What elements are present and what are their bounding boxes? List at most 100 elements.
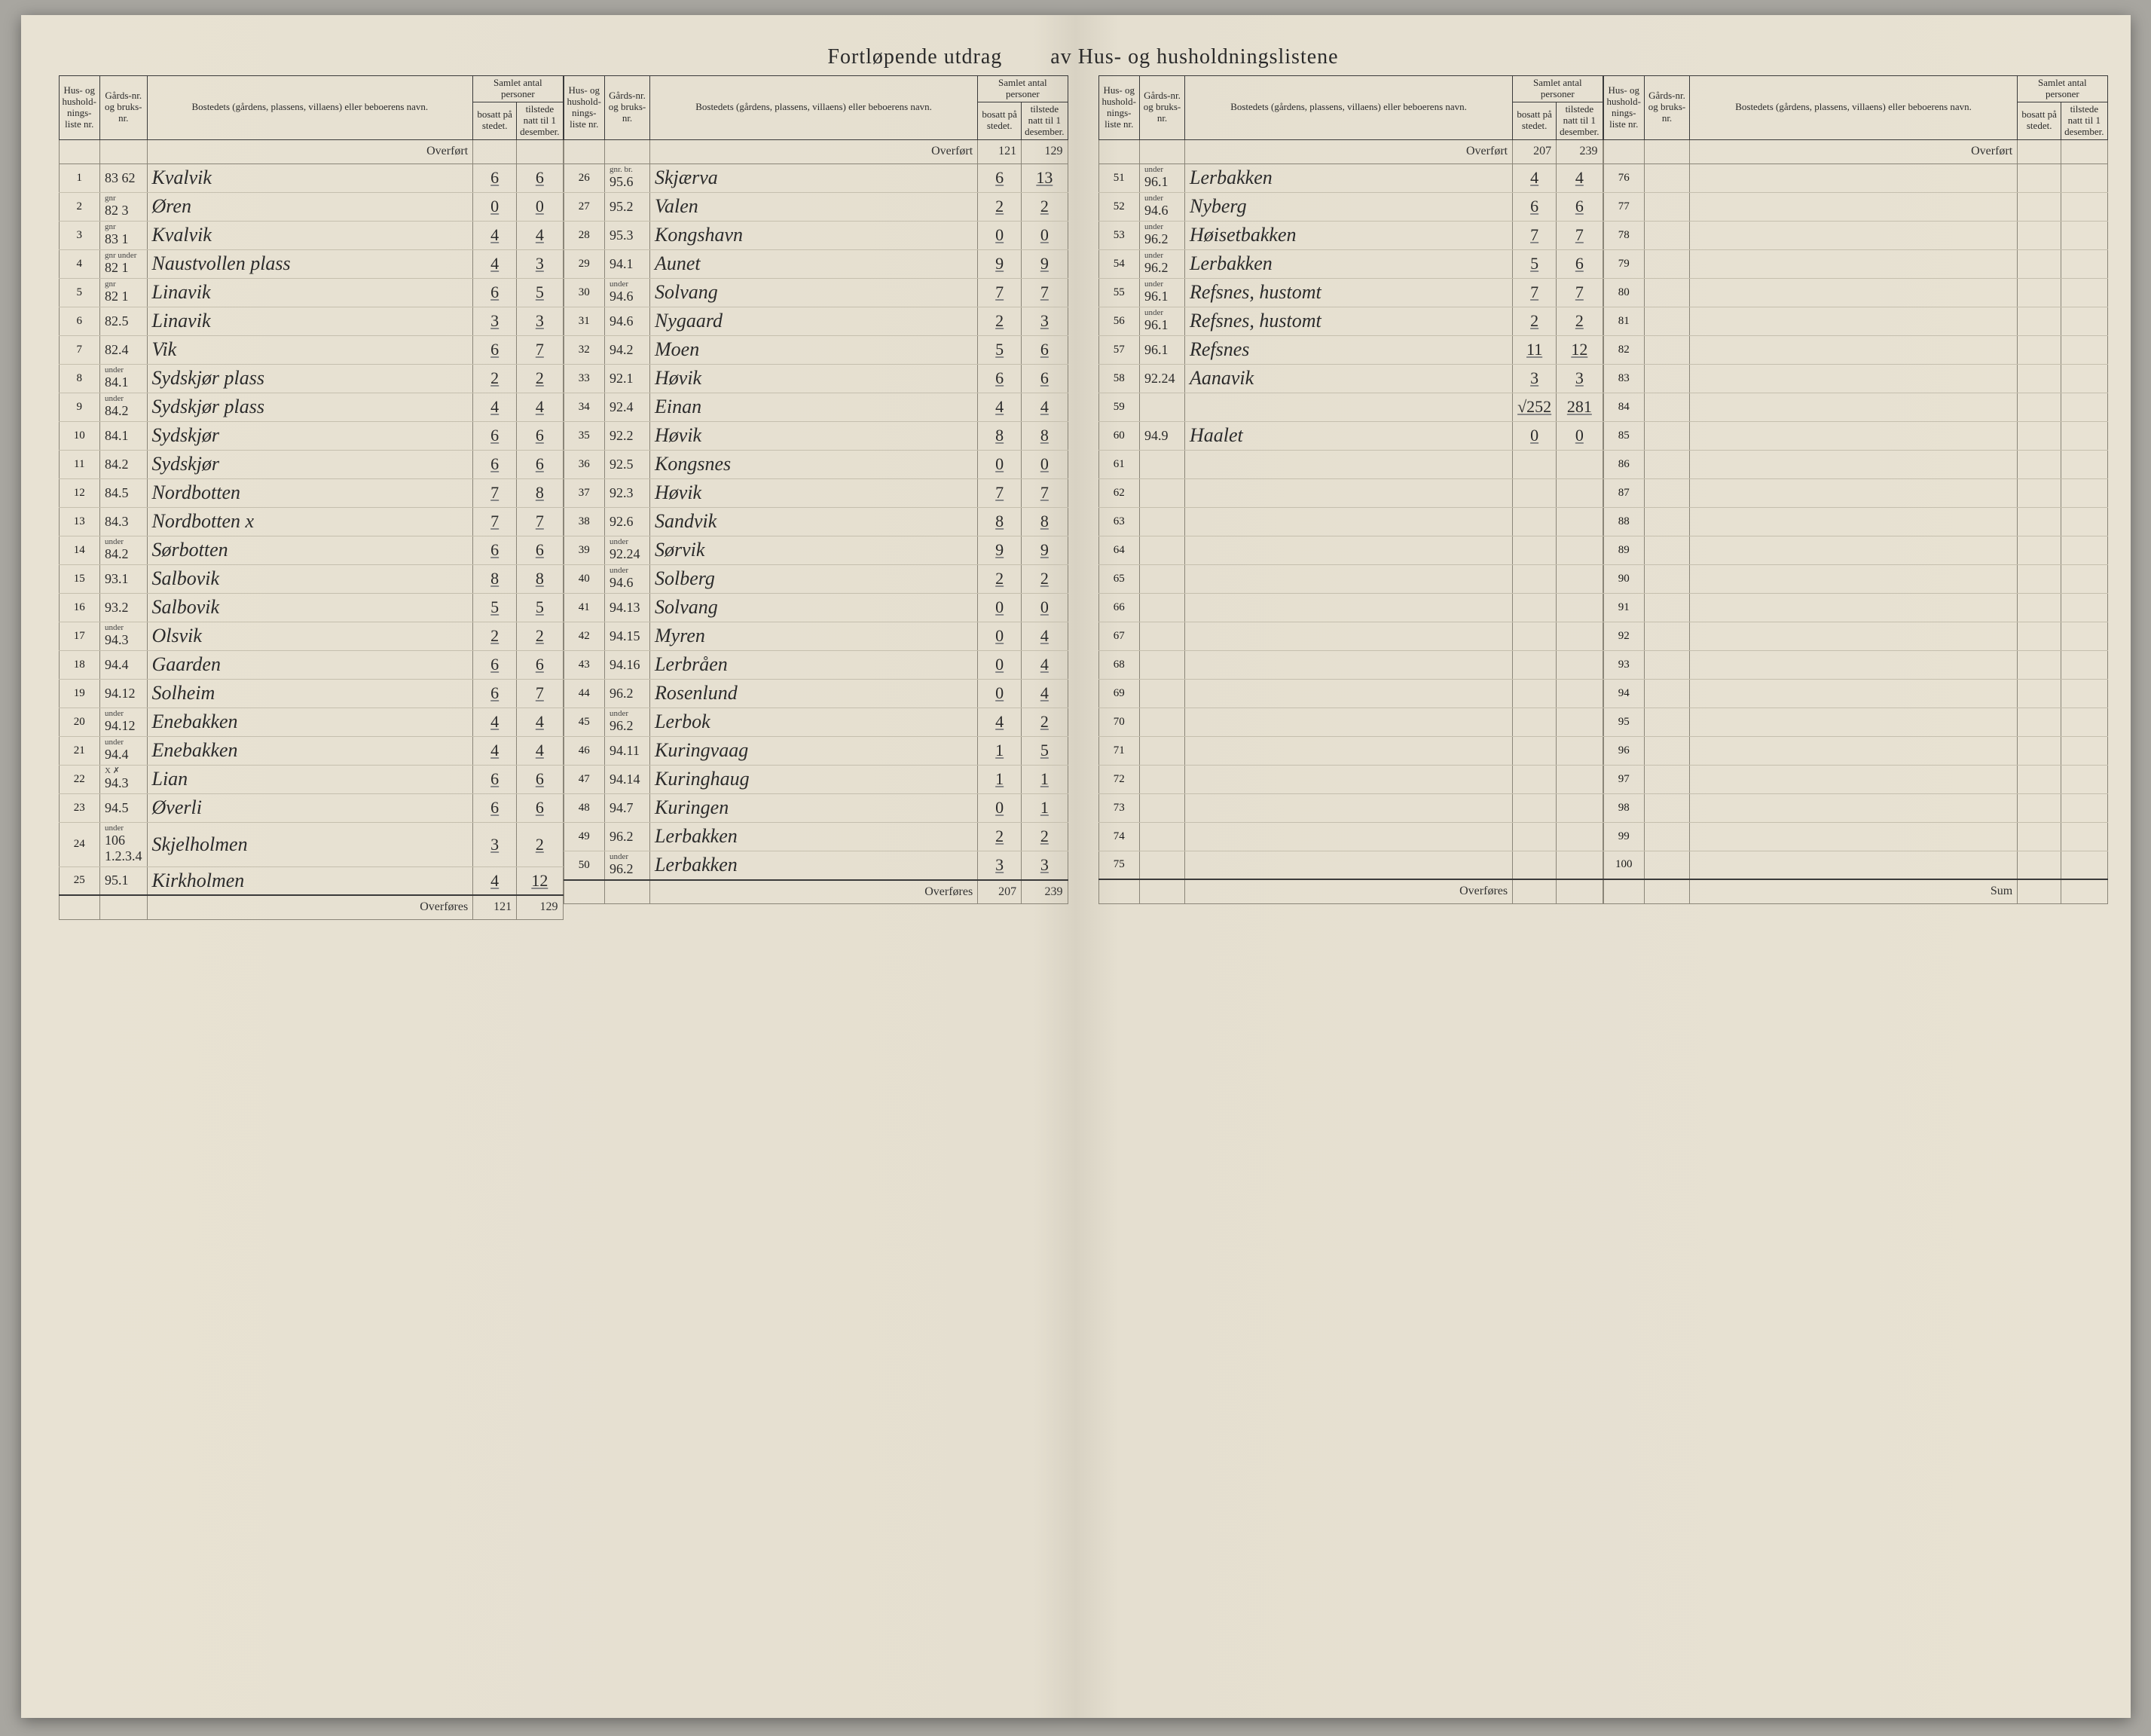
row-bosatt-val: 0 (995, 655, 1004, 674)
row-name: Linavik (147, 278, 473, 307)
row-gnr (1645, 679, 1690, 708)
row-bosatt-val: 7 (995, 483, 1004, 502)
row-gnr: 94.12 (100, 679, 148, 708)
row-tilstede (2061, 393, 2107, 421)
row-bosatt (1513, 708, 1557, 736)
overfort-label: Overført (650, 139, 978, 164)
row-name-val: Solvang (655, 281, 718, 303)
row-bosatt (2018, 650, 2061, 679)
row-bosatt-val: 5 (490, 598, 499, 616)
row-tilstede-val: 3 (1575, 368, 1584, 387)
row-tilstede: 2 (1022, 564, 1068, 593)
row-nr: 12 (59, 478, 100, 507)
row-gnr: under96.2 (1140, 249, 1185, 278)
row-name-val: Einan (655, 396, 701, 417)
row-name: Einan (650, 393, 978, 421)
row-bosatt (2018, 536, 2061, 564)
row-name-val: Sydskjør (152, 424, 220, 446)
row-name (1690, 192, 2018, 221)
row-bosatt-val: 2 (490, 368, 499, 387)
row-nr: 44 (564, 679, 605, 708)
row-name (1185, 564, 1513, 593)
row-gnr: 94.14 (605, 765, 650, 793)
row-name: Linavik (147, 307, 473, 335)
row-name (1690, 708, 2018, 736)
row-gnr-val: 84.3 (105, 514, 129, 529)
overfort-label: Overført (1185, 139, 1513, 164)
row-name: Høisetbakken (1185, 221, 1513, 249)
table-row: 70 (1098, 708, 1603, 736)
row-bosatt-val: 2 (995, 569, 1004, 588)
row-name-val: Linavik (152, 310, 211, 332)
row-gnr: gnr under82 1 (100, 249, 148, 278)
row-tilstede: 0 (517, 192, 563, 221)
ledger-table-block3: Hus- og hushold-nings-liste nr.Gårds-nr.… (1098, 75, 1603, 904)
row-tilstede (1557, 564, 1603, 593)
row-gnr: 96.1 (1140, 335, 1185, 364)
row-gnr-val: 94.9 (1144, 428, 1169, 443)
row-tilstede (1557, 736, 1603, 765)
row-name-val: Nygaard (655, 310, 723, 332)
row-tilstede-val: 3 (1040, 855, 1049, 874)
row-nr: 61 (1098, 450, 1140, 478)
overfort-row: Overført207239 (1098, 139, 1603, 164)
row-bosatt: 3 (473, 822, 517, 866)
row-tilstede-val: 9 (1040, 540, 1049, 559)
row-bosatt: 0 (978, 793, 1022, 822)
table-row: 1593.1Salbovik88 (59, 564, 563, 593)
overfort-label: Overført (1690, 139, 2018, 164)
table-row: 3gnr83 1Kvalvik44 (59, 221, 563, 249)
row-bosatt-val: 4 (490, 254, 499, 273)
row-gnr: 95.2 (605, 192, 650, 221)
row-nr: 68 (1098, 650, 1140, 679)
table-row: 76 (1603, 164, 2107, 192)
row-nr: 30 (564, 278, 605, 307)
row-nr: 22 (59, 765, 100, 793)
row-nr: 88 (1603, 507, 1645, 536)
row-gnr-val: 94.6 (610, 575, 634, 590)
row-bosatt (2018, 421, 2061, 450)
row-gnr-val: 95.1 (105, 873, 129, 888)
row-name-val: Sørbotten (152, 539, 228, 561)
row-tilstede (1557, 822, 1603, 851)
row-name-val: Sandvik (655, 510, 716, 532)
row-name-val: Aanavik (1190, 367, 1254, 389)
table-row: 3892.6Sandvik88 (564, 507, 1068, 536)
row-tilstede: 2 (1022, 822, 1068, 851)
table-row: 1284.5Nordbotten78 (59, 478, 563, 507)
table-row: 1184.2Sydskjør66 (59, 450, 563, 478)
table-row: 61 (1098, 450, 1603, 478)
table-row: 59√252281 (1098, 393, 1603, 421)
table-row: 51under96.1Lerbakken44 (1098, 164, 1603, 192)
row-name: Sydskjør plass (147, 364, 473, 393)
table-row: 782.4Vik67 (59, 335, 563, 364)
row-name-val: Sydskjør plass (152, 367, 265, 389)
overfort-row: Overført121129 (564, 139, 1068, 164)
row-nr: 49 (564, 822, 605, 851)
row-name (1690, 851, 2018, 879)
row-nr: 3 (59, 221, 100, 249)
row-tilstede-val: 7 (1040, 283, 1049, 301)
row-name: Kongshavn (650, 221, 978, 249)
row-tilstede (1557, 450, 1603, 478)
row-tilstede-val: 6 (1575, 197, 1584, 215)
table-row: 39under92.24Sørvik99 (564, 536, 1068, 564)
row-name: Lerbakken (650, 822, 978, 851)
row-bosatt: 11 (1513, 335, 1557, 364)
row-bosatt: 2 (473, 622, 517, 650)
row-tilstede-val: 6 (1040, 368, 1049, 387)
row-gnr (1140, 736, 1185, 765)
row-name-val: Skjelholmen (152, 833, 248, 855)
row-bosatt-val: 3 (1530, 368, 1538, 387)
row-tilstede-val: 5 (536, 598, 544, 616)
row-tilstede: 6 (1557, 249, 1603, 278)
row-name-val: Solvang (655, 596, 718, 618)
row-tilstede: 13 (1022, 164, 1068, 192)
row-name: Refsnes (1185, 335, 1513, 364)
overfores-row: Overføres207239 (564, 880, 1068, 904)
row-tilstede (2061, 593, 2107, 622)
row-gnr (1645, 478, 1690, 507)
row-bosatt: 2 (978, 564, 1022, 593)
row-gnr: 93.1 (100, 564, 148, 593)
row-tilstede: 0 (1022, 450, 1068, 478)
